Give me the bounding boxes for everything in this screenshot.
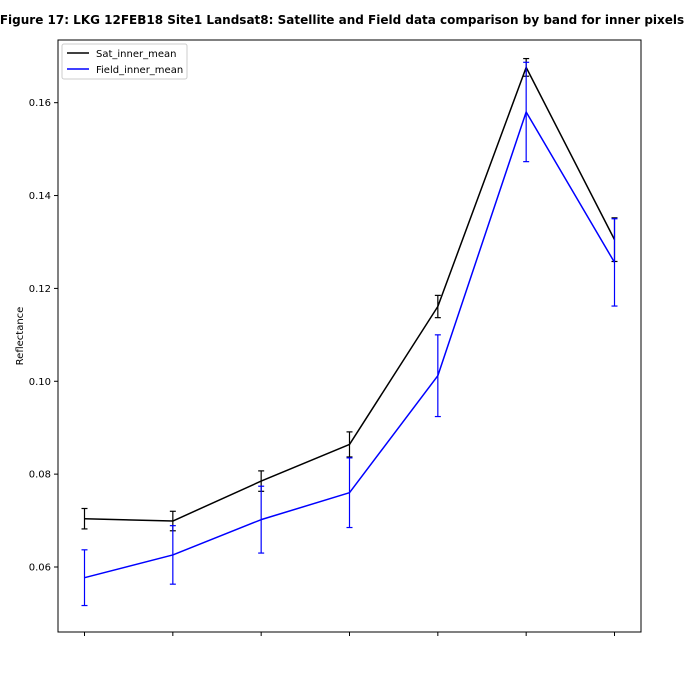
plot-area bbox=[57, 39, 642, 633]
y-tick-label: 0.12 bbox=[29, 284, 51, 295]
y-axis: 0.06 0.08 0.10 0.12 0.14 0.16 bbox=[29, 98, 58, 573]
y-tick-label: 0.16 bbox=[29, 98, 51, 109]
series-layer bbox=[81, 57, 618, 607]
y-tick-label: 0.06 bbox=[29, 562, 51, 573]
y-tick-label: 0.14 bbox=[29, 191, 51, 202]
legend-box bbox=[61, 43, 188, 80]
y-axis-label: Reflectance bbox=[15, 307, 26, 366]
y-tick-label: 0.10 bbox=[29, 377, 51, 388]
legend-label-sat: Sat_inner_mean bbox=[96, 49, 176, 60]
legend: Sat_inner_mean Field_inner_mean bbox=[61, 43, 188, 80]
x-axis bbox=[84, 632, 615, 636]
chart-title: Figure 17: LKG 12FEB18 Site1 Landsat8: S… bbox=[0, 13, 684, 27]
y-tick-label: 0.08 bbox=[29, 470, 51, 481]
series-1 bbox=[81, 61, 618, 607]
legend-label-field: Field_inner_mean bbox=[96, 65, 183, 76]
